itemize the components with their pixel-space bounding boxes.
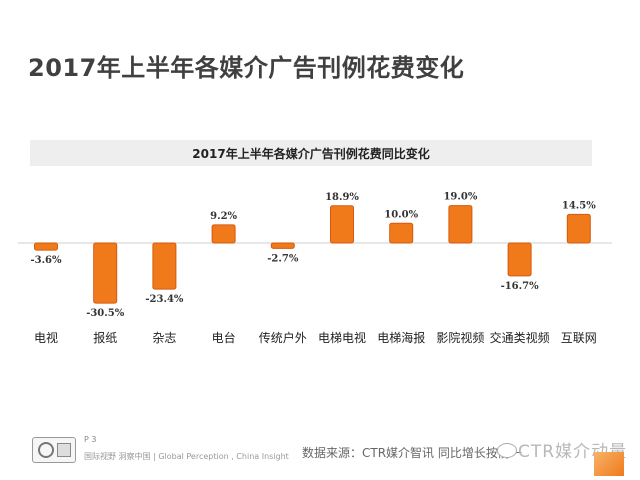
wechat-icon xyxy=(497,443,517,458)
category-label: 互联网 xyxy=(561,331,597,345)
data-label: -3.6% xyxy=(30,255,62,266)
data-label: -30.5% xyxy=(86,308,125,319)
data-label: 19.0% xyxy=(443,192,477,203)
bar xyxy=(93,242,118,304)
corner-decoration xyxy=(594,452,624,476)
data-label: -2.7% xyxy=(267,253,299,264)
category-label: 电梯电视 xyxy=(318,330,366,345)
chart-title-banner: 2017年上半年各媒介广告刊例花费同比变化 xyxy=(30,140,592,166)
data-label: 10.0% xyxy=(384,209,418,220)
category-label: 电台 xyxy=(212,330,236,345)
data-label: 14.5% xyxy=(562,200,596,211)
data-label: -16.7% xyxy=(501,281,540,292)
ctr-logo xyxy=(32,437,76,463)
bar xyxy=(211,224,236,244)
bar xyxy=(34,242,58,251)
logo-box-icon xyxy=(57,443,71,457)
category-label: 影院视频 xyxy=(436,330,484,345)
category-label: 传统户外 xyxy=(259,330,307,345)
data-label: 9.2% xyxy=(210,211,237,222)
bar xyxy=(448,205,473,244)
bar xyxy=(152,242,177,290)
bar xyxy=(389,222,414,244)
category-label: 杂志 xyxy=(152,331,176,345)
page-number: P 3 xyxy=(84,435,97,444)
slide-title: 2017年上半年各媒介广告刊例花费变化 xyxy=(28,54,465,82)
category-label: 交通类视频 xyxy=(490,330,550,345)
logo-ring-icon xyxy=(38,442,54,458)
category-label: 报纸 xyxy=(93,330,117,345)
category-label: 电视 xyxy=(34,330,58,345)
bar xyxy=(566,213,591,244)
bar xyxy=(507,242,532,277)
data-label: -23.4% xyxy=(145,294,184,305)
data-label: 18.9% xyxy=(325,192,359,203)
footer-tagline: 国际视野 洞察中国 | Global Perception , China In… xyxy=(84,452,289,461)
bar xyxy=(270,242,295,249)
source-note: 数据来源：CTR媒介智讯 同比增长按前一 xyxy=(302,446,522,460)
bar xyxy=(330,205,354,244)
category-label: 电梯海报 xyxy=(377,330,425,345)
